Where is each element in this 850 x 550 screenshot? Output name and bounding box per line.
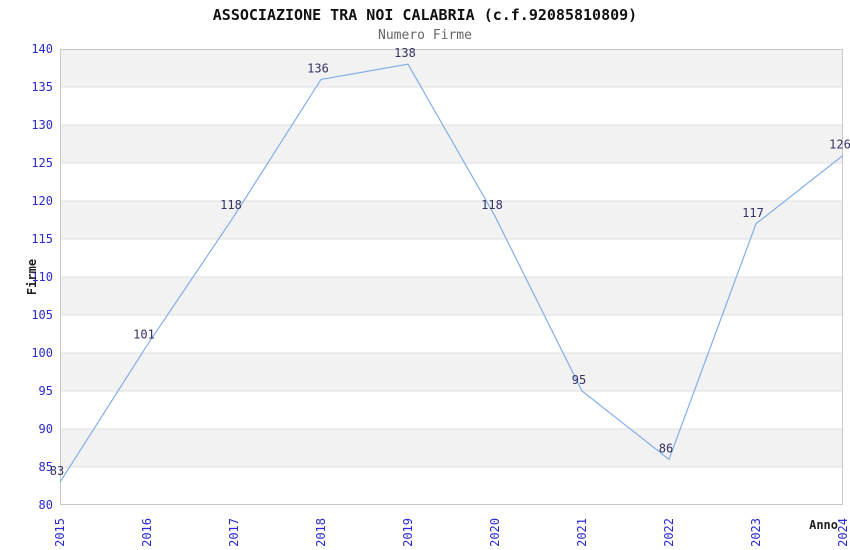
data-point-label: 101 — [133, 327, 155, 341]
y-tick-label: 105 — [31, 308, 53, 322]
y-tick-label: 100 — [31, 346, 53, 360]
data-point-label: 86 — [659, 441, 673, 455]
x-tick-label: 2020 — [488, 518, 502, 547]
x-tick-label: 2022 — [662, 518, 676, 547]
y-tick-label: 140 — [31, 42, 53, 56]
data-point-label: 83 — [50, 464, 64, 478]
x-tick-label: 2019 — [401, 518, 415, 547]
x-tick-label: 2018 — [314, 518, 328, 547]
x-tick-label: 2021 — [575, 518, 589, 547]
y-tick-label: 115 — [31, 232, 53, 246]
series-line — [59, 63, 844, 483]
y-tick-label: 120 — [31, 194, 53, 208]
data-point-label: 118 — [220, 198, 242, 212]
y-tick-label: 95 — [39, 384, 53, 398]
x-tick-label: 2024 — [836, 518, 850, 547]
y-tick-label: 135 — [31, 80, 53, 94]
data-point-label: 126 — [829, 137, 850, 151]
x-axis-title: Anno — [809, 518, 838, 532]
y-tick-label: 90 — [39, 422, 53, 436]
y-tick-label: 125 — [31, 156, 53, 170]
background-band — [60, 429, 843, 467]
background-band — [60, 353, 843, 391]
x-tick-label: 2015 — [53, 518, 67, 547]
data-point-label: 118 — [481, 198, 503, 212]
y-tick-label: 130 — [31, 118, 53, 132]
y-tick-label: 80 — [39, 498, 53, 512]
x-tick-label: 2023 — [749, 518, 763, 547]
y-axis-title: Firme — [25, 259, 39, 295]
x-tick-label: 2017 — [227, 518, 241, 547]
chart-subtitle: Numero Firme — [378, 28, 472, 43]
y-tick-label: 110 — [31, 270, 53, 284]
data-point-label: 138 — [394, 46, 416, 60]
background-band — [60, 49, 843, 87]
data-point-label: 95 — [572, 373, 586, 387]
background-band — [60, 277, 843, 315]
background-band — [60, 125, 843, 163]
y-tick-label: 85 — [39, 460, 53, 474]
data-point-label: 117 — [742, 206, 764, 220]
x-tick-label: 2016 — [140, 518, 154, 547]
chart-title: ASSOCIAZIONE TRA NOI CALABRIA (c.f.92085… — [212, 6, 638, 24]
data-point-label: 136 — [307, 61, 329, 75]
plot-border — [60, 49, 843, 505]
background-band — [60, 201, 843, 239]
